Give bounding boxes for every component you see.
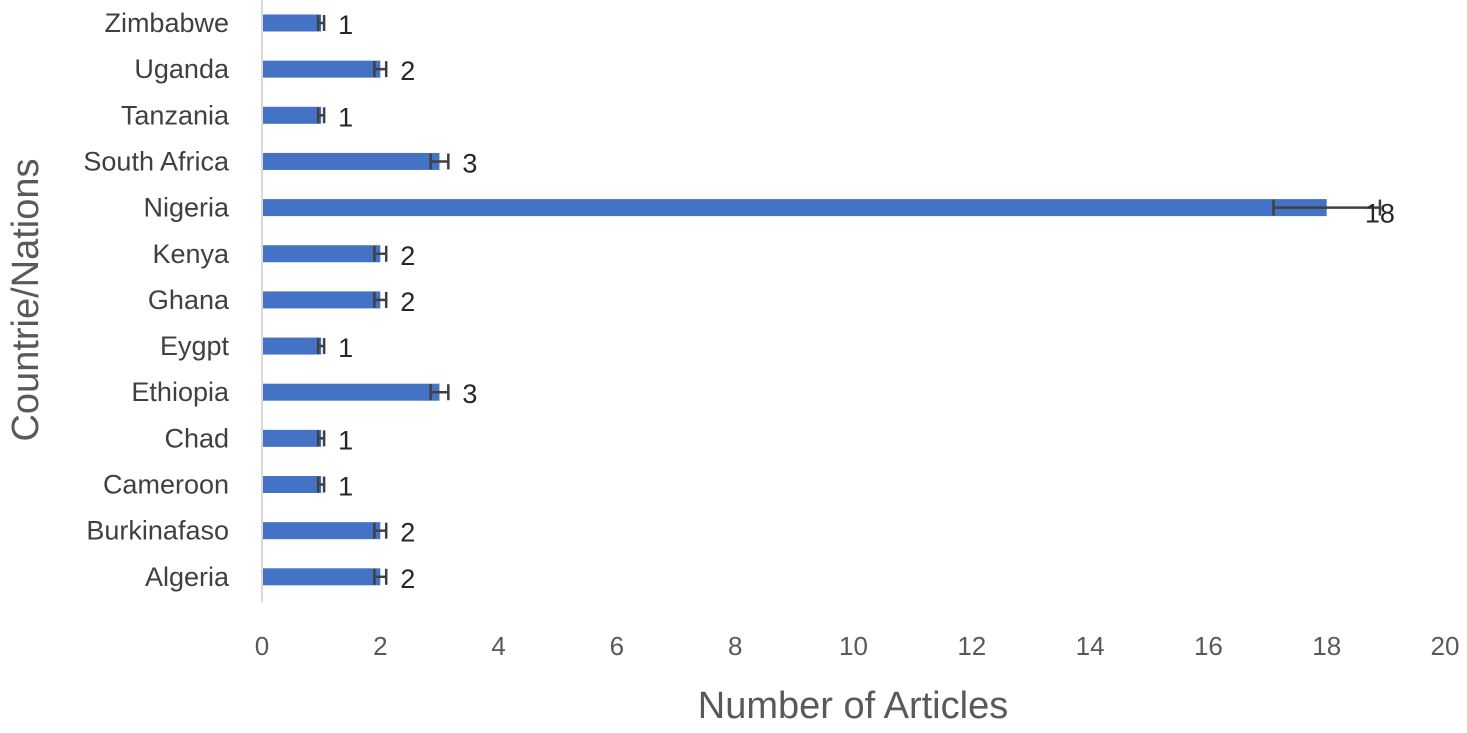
- x-tick-label: 16: [1194, 631, 1223, 661]
- x-tick-label: 14: [1076, 631, 1105, 661]
- error-bar: [429, 384, 450, 401]
- x-tick-label: 8: [728, 631, 742, 661]
- category-label: Algeria: [145, 562, 230, 592]
- error-bar: [429, 153, 450, 170]
- category-label: Chad: [164, 423, 229, 453]
- category-label: Kenya: [152, 239, 230, 269]
- bar-zimbabwe: [262, 14, 322, 32]
- category-label: Tanzania: [121, 100, 230, 130]
- data-label: 18: [1365, 199, 1395, 229]
- bar-algeria: [262, 568, 381, 586]
- x-tick-label: 4: [491, 631, 505, 661]
- y-axis-title: Countrie/Nations: [5, 158, 47, 441]
- category-label: Burkinafaso: [86, 516, 229, 546]
- bar-cameroon: [262, 476, 322, 493]
- category-label: Eygpt: [160, 331, 230, 361]
- category-label: Uganda: [134, 54, 230, 84]
- data-label: 3: [462, 148, 477, 178]
- data-label: 2: [400, 518, 415, 548]
- bar-chad: [262, 429, 322, 447]
- x-tick-label: 10: [839, 631, 868, 661]
- x-tick-label: 6: [610, 631, 624, 661]
- x-tick-label: 2: [373, 631, 387, 661]
- data-label: 1: [338, 333, 353, 363]
- bar-eygpt: [262, 337, 322, 355]
- error-bar: [373, 245, 388, 262]
- data-label: 2: [400, 287, 415, 317]
- error-bar: [316, 338, 326, 355]
- bar-burkinafaso: [262, 522, 381, 540]
- x-tick-label: 0: [255, 631, 269, 661]
- data-label: 1: [338, 102, 353, 132]
- error-bar: [373, 568, 388, 585]
- x-axis-ticks: 0 2 4 6 8 10 12 14 16 18 20: [255, 631, 1460, 661]
- data-label: 3: [462, 379, 477, 409]
- data-label: 2: [400, 56, 415, 86]
- x-tick-label: 12: [957, 631, 986, 661]
- x-tick-label: 18: [1312, 631, 1341, 661]
- data-label: 1: [338, 472, 353, 502]
- bar-ethiopia: [262, 383, 440, 401]
- error-bar: [316, 15, 326, 31]
- category-label: Zimbabwe: [104, 8, 229, 38]
- data-label: 1: [338, 425, 353, 455]
- x-tick-label: 20: [1431, 631, 1460, 661]
- error-bar: [373, 291, 388, 308]
- bar-uganda: [262, 60, 381, 78]
- plot-area: Algeria 2 Burkinafaso 2 Cameroon 1 Chad 1 Ethiop…: [83, 8, 1395, 594]
- error-bar: [316, 107, 326, 124]
- error-bar: [373, 61, 388, 78]
- category-label: Ethiopia: [131, 377, 230, 407]
- bar-nigeria: [262, 199, 1327, 217]
- data-label: 2: [400, 241, 415, 271]
- error-bar: [373, 522, 388, 539]
- category-label: Cameroon: [103, 470, 229, 500]
- data-label: 2: [400, 564, 415, 594]
- bar-tanzania: [262, 106, 322, 124]
- x-axis-title: Number of Articles: [698, 685, 1008, 727]
- error-bar: [316, 476, 326, 493]
- data-label: 1: [338, 10, 353, 40]
- bar-kenya: [262, 245, 381, 263]
- error-bar: [1272, 199, 1382, 216]
- bar-ghana: [262, 291, 381, 309]
- category-label: Ghana: [148, 285, 230, 315]
- bar-south-africa: [262, 152, 440, 170]
- error-bar: [316, 430, 326, 447]
- category-label: South Africa: [83, 146, 230, 176]
- category-label: Nigeria: [143, 193, 230, 223]
